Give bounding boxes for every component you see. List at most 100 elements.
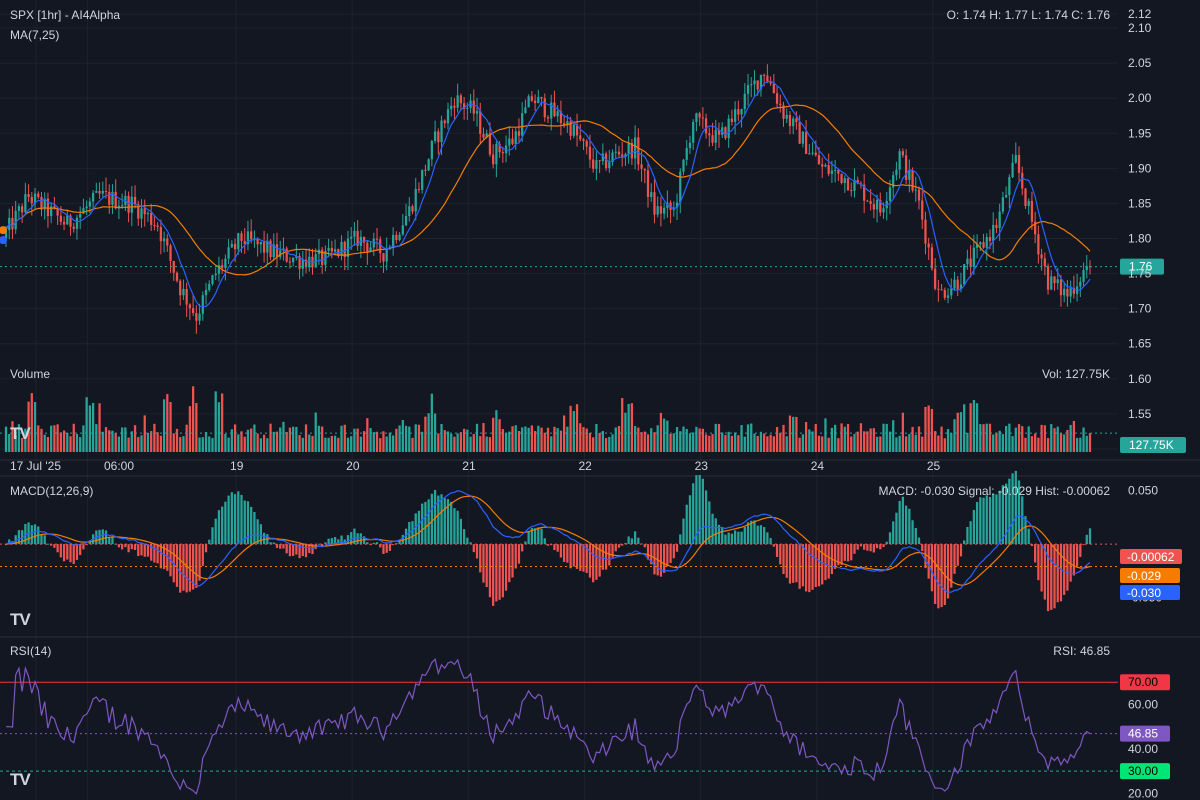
volume-bar (343, 424, 346, 452)
volume-bar (733, 432, 737, 452)
candle-body (1079, 281, 1082, 287)
volume-bar (33, 402, 37, 452)
volume-bar (162, 399, 166, 452)
volume-bar (30, 393, 33, 452)
volume-bar (617, 426, 621, 452)
candle-body (230, 243, 233, 248)
volume-bar (559, 430, 563, 452)
volume-bar (79, 437, 82, 452)
macd-hist-bar (533, 528, 537, 545)
candle-body (408, 206, 411, 217)
volume-bar (475, 423, 479, 452)
volume-label[interactable]: Volume (10, 367, 51, 381)
candle-body (372, 238, 375, 248)
volume-bar (501, 429, 504, 452)
candle-body (498, 143, 501, 153)
macd-signal-line (5, 495, 1091, 586)
macd-label[interactable]: MACD(12,26,9) (10, 484, 94, 498)
volume-bar (604, 438, 608, 452)
candle-body (224, 258, 227, 268)
candle-body (137, 204, 140, 219)
macd-hist-bar (901, 496, 905, 545)
price-tick-label: 2.10 (1128, 21, 1152, 35)
volume-bar (766, 436, 769, 452)
volume-bar (1085, 435, 1088, 452)
volume-bar (992, 434, 995, 452)
candle-body (382, 253, 385, 262)
candle-body (821, 164, 824, 167)
volume-bar (1001, 434, 1005, 452)
macd-hist-bar (153, 544, 156, 563)
volume-bar (14, 434, 17, 452)
volume-bar (498, 419, 501, 452)
candle-body (727, 118, 730, 139)
volume-bar (859, 423, 863, 452)
macd-hist-bar (963, 540, 966, 545)
candle-body (208, 283, 211, 291)
macd-hist-bar (395, 543, 398, 545)
macd-hist-bar (446, 499, 450, 545)
volume-bar (414, 424, 417, 452)
macd-hist-bar (675, 544, 679, 552)
macd-hist-bar (924, 544, 927, 569)
volume-bar (1079, 437, 1082, 452)
candle-body (556, 111, 559, 117)
candle-body (62, 221, 66, 225)
macd-readout: MACD: -0.030 Signal: -0.029 Hist: -0.000… (878, 484, 1110, 498)
macd-hist-bar (1014, 470, 1017, 545)
candle-body (172, 260, 175, 273)
macd-hist-bar (498, 544, 501, 600)
macd-hist-bar (79, 544, 82, 556)
volume-bar (288, 427, 292, 452)
candle-body (940, 289, 943, 291)
candle-body (424, 169, 427, 171)
macd-hist-bar (66, 544, 69, 560)
macd-hist-bar (233, 494, 237, 545)
macd-hist-bar (717, 524, 721, 545)
macd-hist-bar (633, 531, 637, 545)
candle-body (863, 184, 866, 201)
volume-bar (40, 428, 43, 452)
macd-hist-bar (359, 533, 363, 545)
volume-bar (917, 426, 921, 452)
macd-hist-bar (969, 521, 972, 545)
volume-bar (253, 424, 256, 452)
volume-bars (4, 386, 1092, 452)
macd-hist-bar (101, 529, 104, 545)
volume-bar (556, 428, 559, 452)
candle-body (91, 192, 95, 202)
macd-hist-bar (295, 544, 298, 555)
macd-hist-bar (630, 538, 634, 545)
macd-hist-bar (256, 519, 259, 545)
candle-body (366, 242, 369, 252)
volume-bar (950, 433, 953, 452)
macd-hist-bar (872, 544, 875, 553)
volume-bar (346, 437, 350, 452)
volume-bar (930, 408, 934, 452)
macd-hist-bar (75, 544, 79, 560)
candle-body (537, 97, 540, 104)
macd-hist-bar (72, 544, 75, 565)
macd-hist-bar (469, 542, 472, 545)
macd-hist-bar (382, 544, 385, 554)
volume-bar (524, 426, 527, 452)
volume-bar (24, 428, 27, 452)
macd-hist-badge (1120, 549, 1182, 564)
candle-body (959, 284, 963, 290)
volume-bar (285, 432, 288, 452)
volume-bar (1027, 426, 1030, 452)
candle-body (659, 206, 663, 214)
volume-bar (527, 427, 530, 452)
candle-body (530, 96, 533, 101)
price-tick-label: 1.80 (1128, 232, 1152, 246)
ma-label[interactable]: MA(7,25) (10, 28, 60, 42)
rsi-label[interactable]: RSI(14) (10, 644, 52, 658)
candle-body (650, 192, 653, 198)
volume-bar (198, 437, 201, 452)
time-tick-label: 19 (230, 459, 244, 473)
candle-body (11, 217, 14, 230)
volume-bar (182, 436, 185, 452)
macd-hist-bar (588, 544, 592, 578)
macd-hist-bar (743, 527, 746, 545)
